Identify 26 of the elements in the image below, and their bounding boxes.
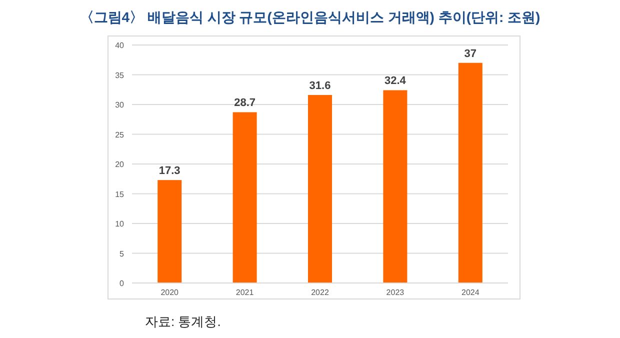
y-tick-label: 0: [120, 279, 125, 288]
bar: [308, 94, 332, 283]
chart-title: 〈그림4〉 배달음식 시장 규모(온라인음식서비스 거래액) 추이(단위: 조원): [80, 9, 540, 25]
x-tick-label: 2020: [160, 288, 180, 297]
y-tick-label: 25: [115, 130, 125, 140]
data-label: 31.6: [309, 80, 331, 92]
y-tick-label: 20: [115, 160, 125, 169]
data-label: 37: [464, 48, 477, 60]
bar: [458, 62, 482, 283]
data-label: 17.3: [158, 165, 180, 178]
y-tick-label: 10: [115, 220, 125, 228]
data-label: 28.7: [234, 97, 256, 110]
x-tick-label: 2021: [236, 288, 254, 297]
y-tick-label: 5: [120, 249, 125, 258]
y-tick-label: 35: [115, 70, 125, 80]
x-tick-label: 2024: [462, 288, 480, 297]
x-tick-label: 2023: [386, 288, 405, 297]
bar: [158, 180, 182, 283]
y-tick-label: 40: [115, 41, 125, 50]
data-label: 32.4: [384, 75, 407, 88]
y-tick-label: 15: [115, 190, 125, 199]
bar: [383, 90, 408, 283]
bar: [232, 112, 257, 283]
y-tick-label: 30: [115, 100, 125, 110]
text: 자료: 통계청.: [145, 314, 221, 329]
x-tick-label: 2022: [311, 288, 330, 297]
